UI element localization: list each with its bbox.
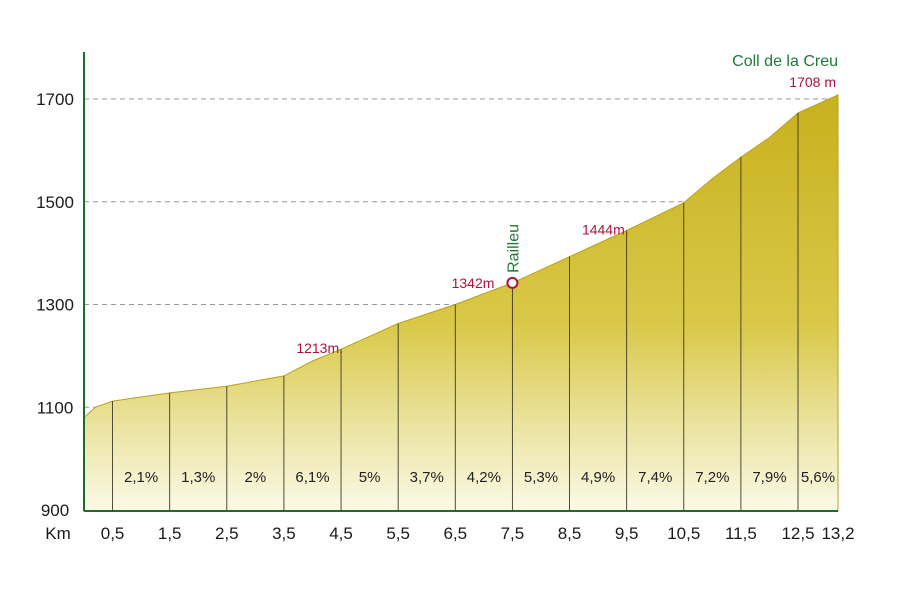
grade-label: 7,4% bbox=[638, 469, 672, 486]
grade-label: 2% bbox=[245, 469, 267, 486]
y-tick-label: 1100 bbox=[37, 398, 74, 417]
summit-altitude-label: 1708 m bbox=[789, 74, 836, 90]
grade-label: 5,6% bbox=[801, 469, 835, 486]
x-axis-label: Km bbox=[45, 524, 71, 543]
grade-label: 5,3% bbox=[524, 469, 558, 486]
x-tick-label: 11,5 bbox=[725, 524, 757, 543]
waypoint-altitude-label: 1342m bbox=[452, 275, 495, 291]
grade-label: 4,9% bbox=[581, 469, 615, 486]
x-tick-label: 10,5 bbox=[667, 524, 700, 543]
x-tick-label: 9,5 bbox=[615, 524, 639, 543]
altitude-label: 1444m. bbox=[582, 222, 629, 238]
x-tick-label: 12,5 bbox=[781, 524, 814, 543]
waypoint-name-label: Railleu bbox=[505, 224, 522, 273]
grade-label: 2,1% bbox=[124, 469, 158, 486]
x-tick-label: 8,5 bbox=[558, 524, 582, 543]
profile-area bbox=[83, 94, 839, 512]
x-tick-label: 7,5 bbox=[501, 524, 525, 543]
grade-label: 6,1% bbox=[295, 469, 329, 486]
x-tick-label: 3,5 bbox=[272, 524, 296, 543]
summit-name-label: Coll de la Creu bbox=[732, 53, 838, 70]
grade-label: 7,2% bbox=[695, 469, 729, 486]
altitude-label: 1213m. bbox=[296, 340, 343, 356]
x-tick-label: 0,5 bbox=[101, 524, 125, 543]
x-tick-label: 6,5 bbox=[443, 524, 467, 543]
x-tick-label: 5,5 bbox=[386, 524, 410, 543]
y-tick-label: 1300 bbox=[36, 296, 74, 315]
y-tick-label: 1700 bbox=[36, 90, 74, 109]
x-tick-label: 2,5 bbox=[215, 524, 239, 543]
x-tick-label: 1,5 bbox=[158, 524, 182, 543]
grade-label: 7,9% bbox=[752, 469, 786, 486]
grade-label: 3,7% bbox=[410, 469, 444, 486]
grade-label: 5% bbox=[359, 469, 381, 486]
grade-label: 1,3% bbox=[181, 469, 215, 486]
y-tick-label: 1500 bbox=[36, 193, 74, 212]
x-tick-label: 13,2 bbox=[821, 524, 854, 543]
grade-label: 4,2% bbox=[467, 469, 501, 486]
waypoint-marker bbox=[506, 276, 519, 289]
x-tick-label: 4,5 bbox=[329, 524, 353, 543]
y-tick-label: 900 bbox=[41, 501, 69, 520]
